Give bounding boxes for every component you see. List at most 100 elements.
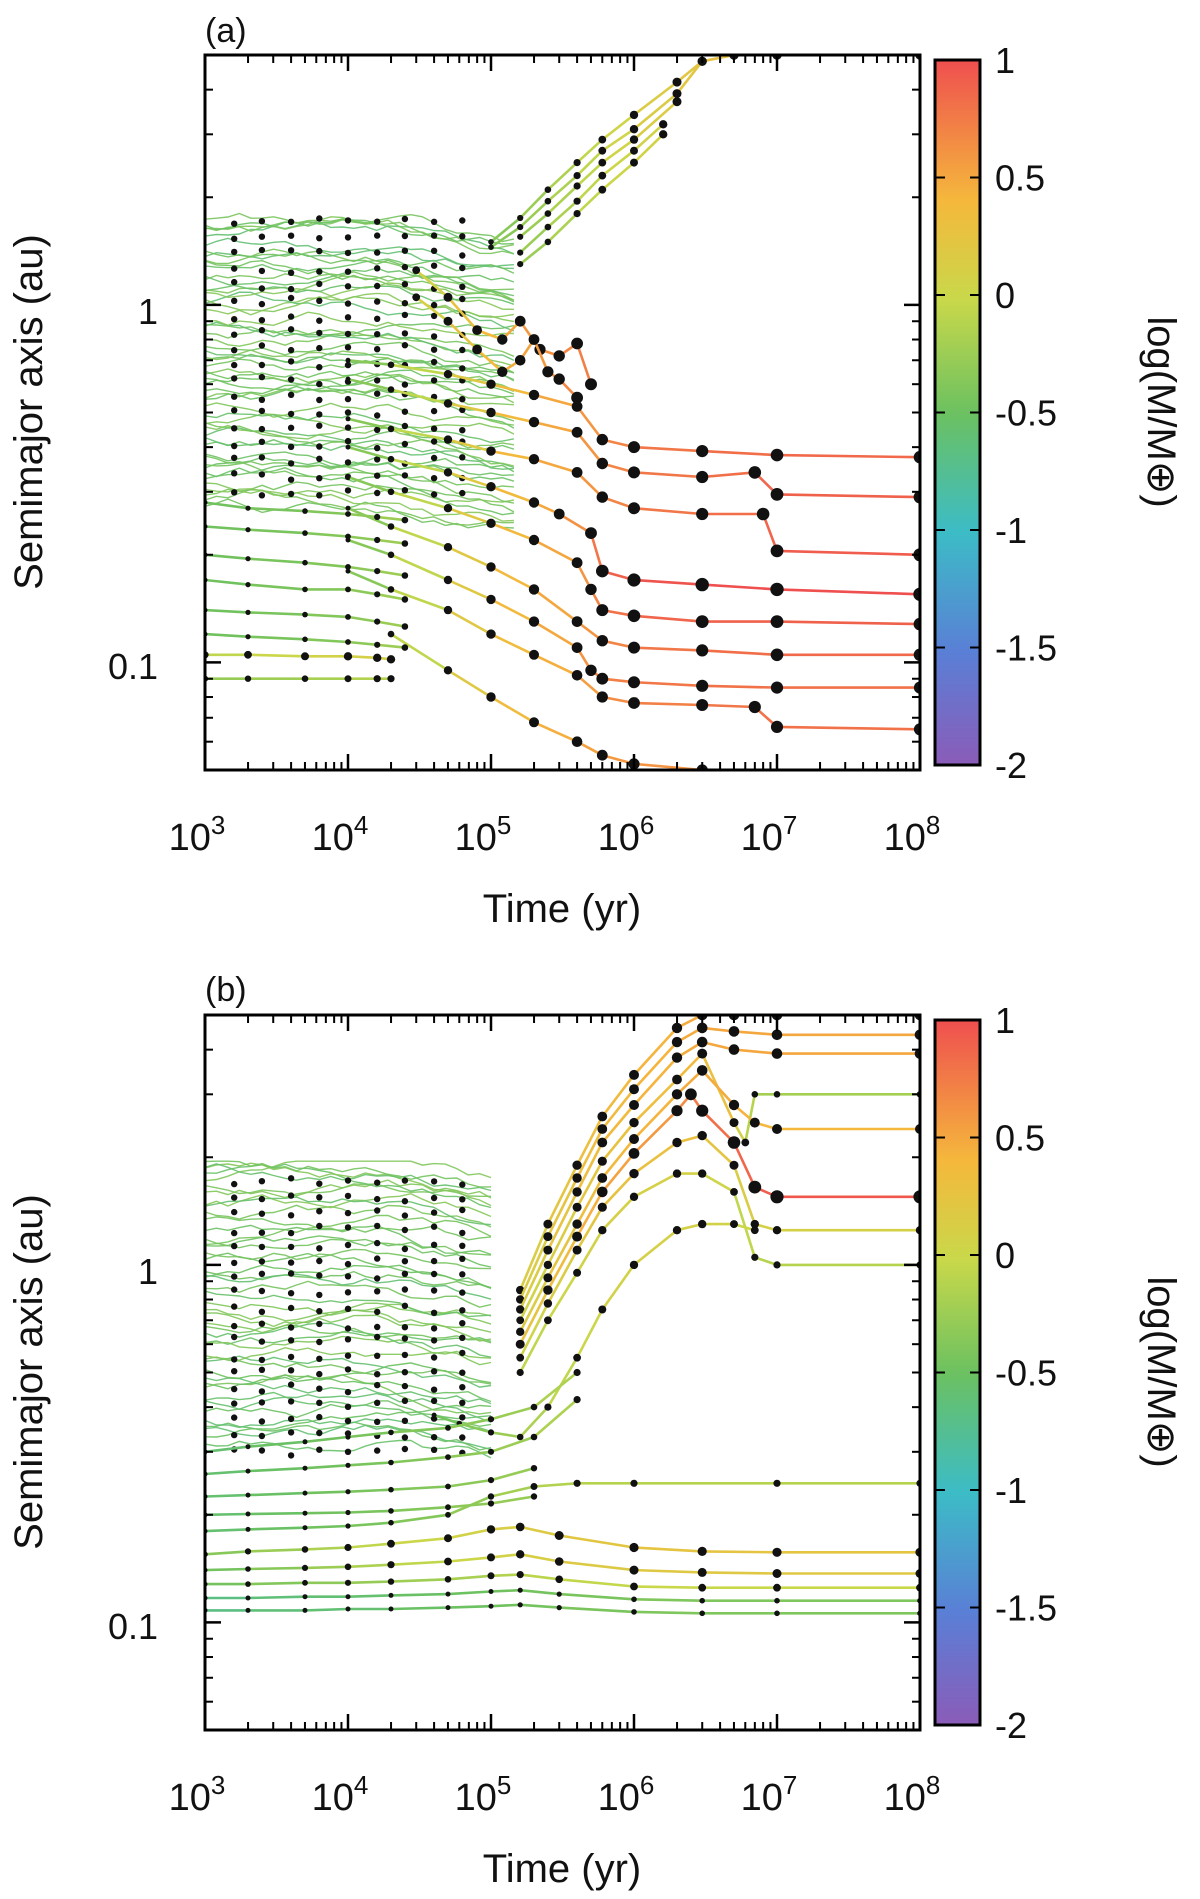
swarm-line: [205, 1290, 492, 1318]
series-point: [659, 120, 668, 129]
swarm-dot: [287, 1175, 295, 1182]
series-r2: [516, 1022, 920, 1304]
series-point: [770, 1190, 784, 1204]
series-point: [597, 1202, 607, 1212]
series-point: [556, 1605, 562, 1611]
swarm-dot: [287, 376, 295, 383]
series-segment: [303, 1565, 350, 1570]
series-segment: [446, 608, 493, 636]
series-point: [486, 629, 496, 639]
swarm-dot: [316, 1355, 323, 1363]
swarm-dot: [430, 425, 438, 432]
swarm-dot: [344, 1241, 352, 1249]
series-segment: [518, 1276, 550, 1334]
swarm-dot: [374, 1399, 381, 1407]
series-point: [302, 611, 308, 618]
series-segment: [489, 521, 536, 542]
swarm-dot: [258, 233, 266, 240]
swarm-dot: [374, 1255, 381, 1262]
series-point: [773, 1091, 781, 1098]
series-point: [729, 1160, 739, 1170]
series-q6: [205, 631, 409, 651]
series-point: [528, 497, 540, 508]
series-point: [913, 587, 920, 601]
series-segment: [532, 538, 579, 565]
swarm-dot: [287, 1337, 295, 1344]
series-segment: [632, 1109, 679, 1155]
series-point: [245, 609, 251, 616]
swarm-dot: [316, 364, 323, 371]
series-segment: [600, 1152, 636, 1194]
series-point: [770, 615, 784, 628]
series-segment: [700, 1069, 736, 1107]
series-segment: [246, 528, 307, 535]
swarm-line: [205, 267, 515, 292]
swarm-dot: [231, 1229, 238, 1237]
series-segment: [775, 620, 920, 626]
swarm-dot: [258, 1366, 266, 1374]
swarm-dot: [258, 396, 266, 403]
series-point: [443, 316, 453, 326]
series-segment: [632, 614, 704, 623]
series-segment: [632, 1598, 704, 1602]
series-point: [596, 749, 608, 761]
series-segment: [700, 1109, 736, 1144]
series-point: [629, 1069, 639, 1080]
swarm-dot: [344, 1366, 352, 1373]
series-point: [497, 334, 508, 345]
series-segment: [246, 1581, 307, 1586]
series-segment: [518, 1319, 550, 1374]
series-point: [443, 468, 453, 477]
series-segment: [546, 1163, 579, 1226]
series-point: [553, 508, 565, 520]
series-point: [571, 616, 583, 627]
series-point: [487, 1429, 495, 1436]
series-point: [630, 146, 638, 155]
swarm-dot: [258, 300, 266, 308]
swarm-dot: [401, 381, 409, 388]
series-point: [596, 604, 609, 617]
series-point: [245, 556, 251, 562]
swarm-line: [205, 1238, 492, 1256]
series-point: [672, 77, 682, 87]
series-point: [301, 1564, 309, 1571]
series-point: [572, 1173, 582, 1183]
series-point: [773, 1583, 781, 1592]
series-point: [671, 1105, 683, 1117]
series-segment: [389, 588, 450, 612]
swarm-dot: [316, 215, 323, 222]
series-segment: [389, 1455, 450, 1464]
series-point: [388, 1606, 394, 1612]
swarm-dot: [401, 1177, 409, 1184]
series-segment: [246, 583, 307, 591]
x-tick-label: 104: [312, 1770, 369, 1819]
series-point: [401, 644, 409, 651]
series-point: [774, 1610, 780, 1617]
series-point: [488, 239, 494, 245]
swarm-dot: [430, 333, 438, 340]
series-point: [245, 634, 251, 640]
swarm-dot: [374, 315, 381, 322]
series-segment: [575, 1308, 604, 1359]
series-point: [517, 224, 524, 231]
swarm-dot: [401, 1335, 409, 1342]
swarm-dot: [287, 358, 295, 365]
swarm-dot: [258, 1447, 266, 1454]
series-point: [444, 1557, 452, 1566]
series-segment: [546, 174, 579, 203]
panel-a-x-tick-labels: 103 104 105 106 107 108: [169, 810, 941, 859]
series-point: [748, 1180, 762, 1194]
series-segment: [632, 133, 665, 164]
series-point: [672, 1137, 682, 1148]
swarm-dot: [401, 1369, 409, 1376]
swarm-dot: [344, 300, 352, 307]
series-segment: [546, 1176, 579, 1238]
series-segment: [414, 268, 450, 299]
series-point: [628, 697, 640, 709]
series-point: [696, 699, 709, 711]
swarm-dot: [258, 1432, 266, 1440]
series-point: [696, 1022, 708, 1034]
series-point: [374, 536, 381, 544]
swarm-dot: [316, 1320, 323, 1328]
series-point: [301, 652, 309, 661]
